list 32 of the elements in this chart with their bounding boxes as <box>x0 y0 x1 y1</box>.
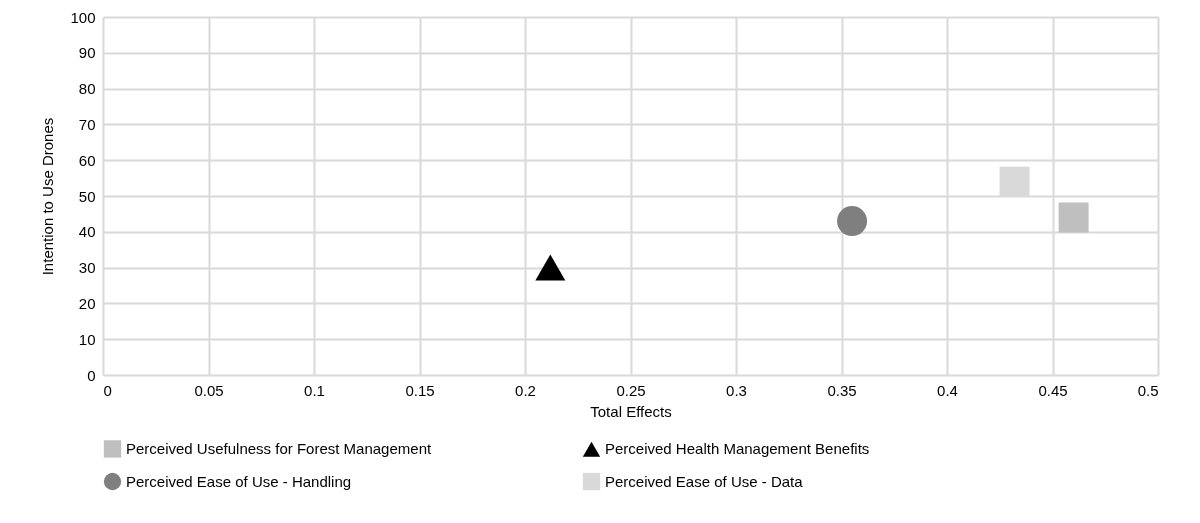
legend-label: Perceived Usefulness for Forest Management <box>126 439 432 457</box>
x-tick-label: 0.15 <box>405 381 435 399</box>
x-tick-label: 0.35 <box>827 381 857 399</box>
x-tick-label: 0.25 <box>616 381 646 399</box>
legend-label: Perceived Health Management Benefits <box>605 440 870 458</box>
x-tick-label: 0.05 <box>194 381 224 399</box>
y-tick-label: 20 <box>78 294 96 312</box>
y-tick-label: 60 <box>78 151 96 169</box>
point <box>837 206 868 237</box>
y-tick-label: 100 <box>70 8 96 26</box>
legend-label: Perceived Ease of Use - Handling <box>126 472 352 490</box>
legend-label: Perceived Ease of Use - Data <box>605 472 804 490</box>
y-tick-label: 70 <box>78 115 96 133</box>
y-axis-title: Intention to Use Drones <box>39 117 57 276</box>
point <box>1058 202 1089 233</box>
x-tick-label: 0 <box>103 381 112 399</box>
point <box>999 166 1030 197</box>
x-axis-title: Total Effects <box>590 402 672 420</box>
y-tick-label: 10 <box>78 330 96 348</box>
y-tick-label: 90 <box>78 44 96 62</box>
point <box>535 254 566 281</box>
y-tick-label: 0 <box>87 366 96 384</box>
y-tick-label: 30 <box>78 259 96 277</box>
x-tick-label: 0.3 <box>726 381 747 399</box>
y-tick-label: 50 <box>78 187 96 205</box>
y-tick-label: 40 <box>78 223 96 241</box>
x-tick-label: 0.5 <box>1137 381 1159 399</box>
x-tick-label: 0.4 <box>937 381 958 399</box>
x-tick-label: 0.2 <box>515 381 536 399</box>
x-tick-label: 0.45 <box>1038 381 1068 399</box>
x-tick-label: 0.1 <box>304 381 325 399</box>
y-tick-label: 80 <box>78 80 96 98</box>
